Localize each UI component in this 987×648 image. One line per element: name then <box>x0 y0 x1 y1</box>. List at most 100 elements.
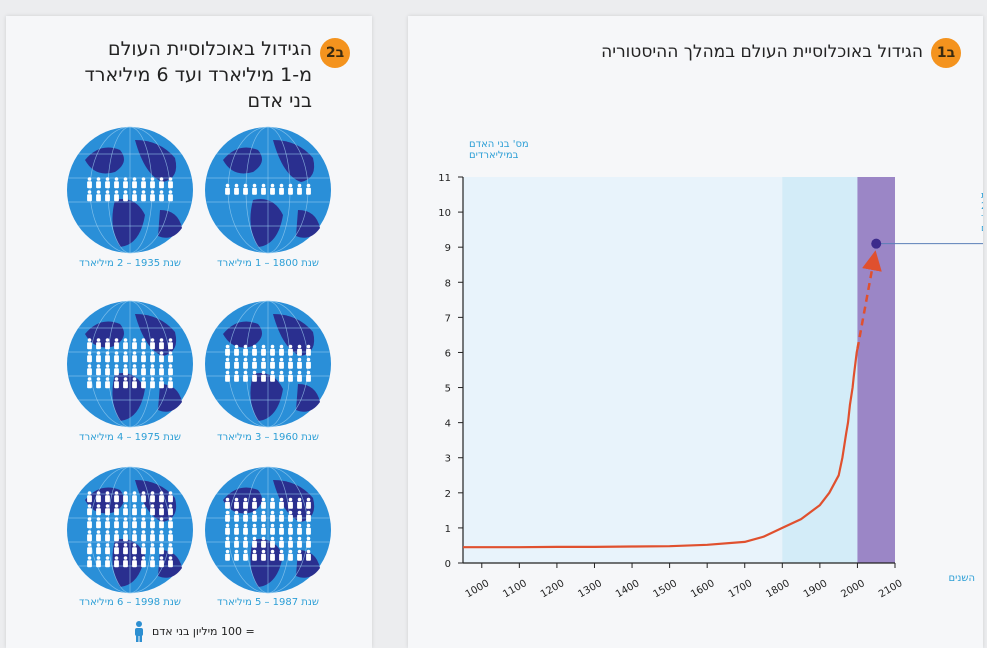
person-icon <box>114 517 119 529</box>
person-icon <box>261 370 266 382</box>
person-legend-label: = 100 מיליון בני אדם <box>152 624 255 638</box>
person-head <box>159 543 164 547</box>
continent-shape <box>273 314 315 356</box>
person-head <box>168 556 173 560</box>
person-head <box>150 364 155 368</box>
person-icon <box>123 338 128 350</box>
person-icon <box>159 177 164 189</box>
person-body <box>225 514 230 522</box>
person-head <box>297 497 302 502</box>
person-icon <box>306 549 311 561</box>
person-head <box>105 177 110 181</box>
person-body <box>114 560 119 568</box>
person-head <box>225 344 230 349</box>
person-head <box>261 536 266 541</box>
person-body <box>87 508 92 516</box>
y-tick-label-1: 1 <box>445 524 451 535</box>
person-body <box>132 547 137 555</box>
person-icon <box>297 549 302 561</box>
person-head <box>150 338 155 342</box>
person-head <box>132 351 137 355</box>
person-body <box>123 194 128 202</box>
person-body <box>225 187 230 195</box>
person-head <box>297 510 302 515</box>
person-body <box>168 368 173 376</box>
person-head <box>114 377 119 381</box>
person-head <box>234 183 239 188</box>
person-body <box>114 547 119 555</box>
person-body <box>168 181 173 189</box>
person-icon <box>261 549 266 561</box>
person-body <box>96 508 101 516</box>
person-icon <box>279 497 284 509</box>
person-head <box>114 543 119 547</box>
person-body <box>234 540 239 548</box>
person-head <box>243 497 248 502</box>
person-head <box>261 357 266 362</box>
person-head <box>243 536 248 541</box>
person-head <box>87 517 92 521</box>
person-body <box>270 361 275 369</box>
person-body <box>306 187 311 195</box>
person-body <box>141 181 146 189</box>
person-body <box>105 495 110 503</box>
person-body <box>132 194 137 202</box>
person-head <box>288 549 293 554</box>
person-head <box>159 190 164 194</box>
person-icon <box>96 543 101 555</box>
person-head <box>87 556 92 560</box>
person-icon <box>141 338 146 350</box>
person-body <box>252 501 257 509</box>
person-head <box>270 549 275 554</box>
person-body <box>306 553 311 561</box>
person-body <box>243 348 248 356</box>
person-head <box>297 183 302 188</box>
person-icon <box>132 556 137 568</box>
person-head <box>288 357 293 362</box>
person-body <box>87 181 92 189</box>
y-tick-label-10: 10 <box>438 208 451 219</box>
population-chart: 0 1 2 3 4 5 6 7 8 9 10 11 1000 1100 1200 1300 1400 1500 16… <box>438 139 983 600</box>
person-body <box>168 547 173 555</box>
person-body <box>105 342 110 350</box>
forecast-annotation-line-0: תחזית לשנת <box>981 190 983 201</box>
person-body <box>261 553 266 561</box>
person-head <box>168 351 173 355</box>
globes-title-line-1: הגידול באוכלוסיית העולם <box>107 38 312 60</box>
person-body <box>105 381 110 389</box>
person-head <box>123 504 128 508</box>
person-icon <box>297 183 302 195</box>
person-head <box>105 491 110 495</box>
person-icon <box>105 377 110 389</box>
person-body <box>150 560 155 568</box>
person-head <box>243 510 248 515</box>
person-icon <box>132 517 137 529</box>
person-body <box>123 534 128 542</box>
person-icon <box>168 190 173 202</box>
person-body <box>297 348 302 356</box>
figure-badge-1: ב1 <box>931 38 961 68</box>
person-head <box>225 536 230 541</box>
person-head <box>225 510 230 515</box>
y-tick-label-0: 0 <box>445 559 451 570</box>
person-body <box>297 501 302 509</box>
globe-3 <box>67 300 193 428</box>
person-body <box>243 374 248 382</box>
forecast-arrow <box>856 250 882 350</box>
person-body <box>225 501 230 509</box>
person-head <box>132 377 137 381</box>
person-head <box>279 549 284 554</box>
person-head <box>270 183 275 188</box>
globe-1 <box>67 126 193 254</box>
person-body <box>87 560 92 568</box>
person-head <box>288 536 293 541</box>
person-head <box>243 549 248 554</box>
person-body <box>234 527 239 535</box>
person-head <box>288 183 293 188</box>
person-body <box>150 495 155 503</box>
person-head <box>168 190 173 194</box>
person-icon <box>297 344 302 356</box>
person-head <box>306 536 311 541</box>
person-head <box>306 497 311 502</box>
person-head <box>96 338 101 342</box>
